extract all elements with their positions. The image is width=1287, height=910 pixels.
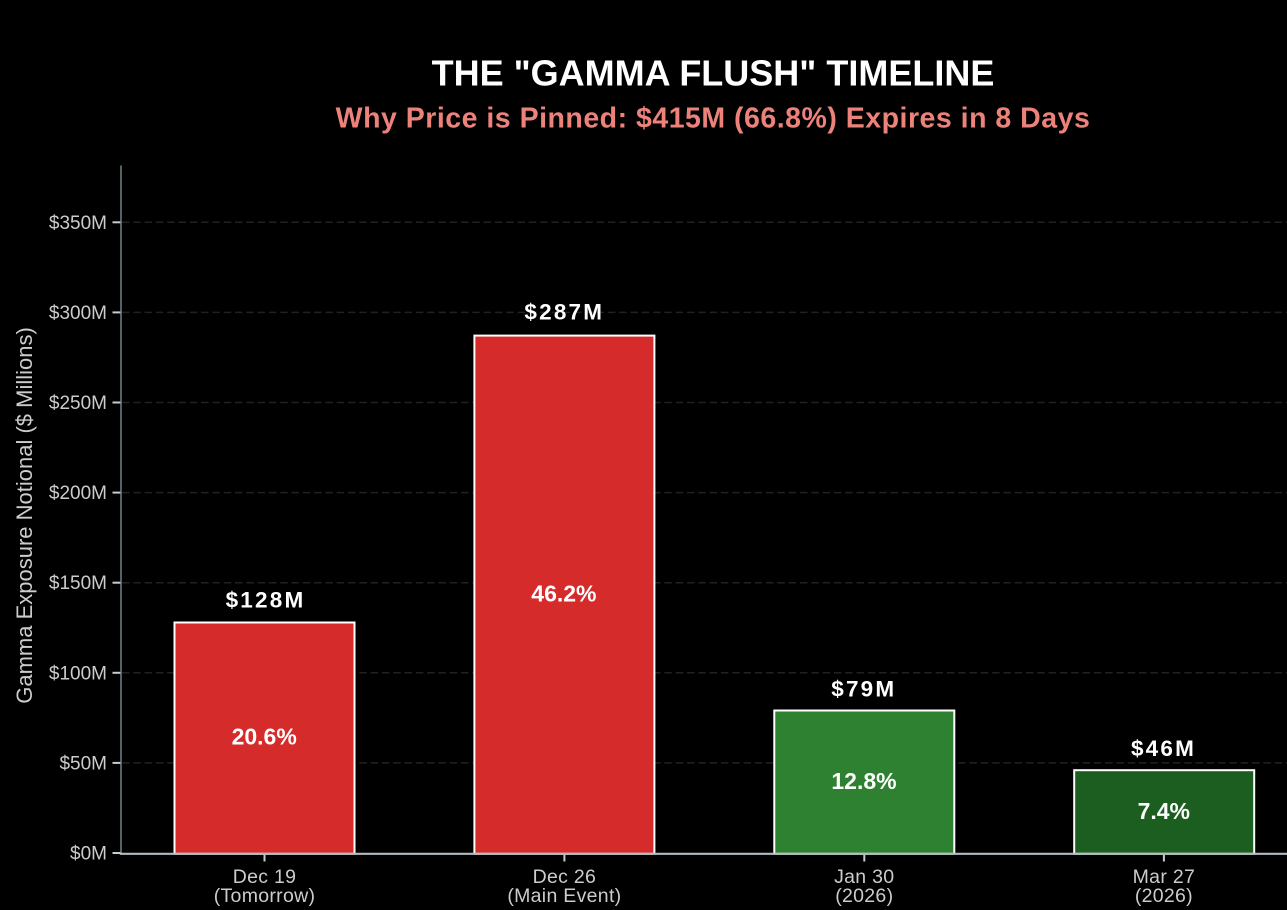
svg-text:Dec 26: Dec 26 xyxy=(533,866,597,888)
svg-text:$150M: $150M xyxy=(49,573,107,594)
svg-text:$50M: $50M xyxy=(59,753,107,774)
svg-text:THE "GAMMA FLUSH" TIMELINE: THE "GAMMA FLUSH" TIMELINE xyxy=(432,53,995,94)
svg-text:$250M: $250M xyxy=(49,393,107,414)
svg-text:Jan 30: Jan 30 xyxy=(834,866,894,888)
svg-text:(Tomorrow): (Tomorrow) xyxy=(214,885,316,907)
svg-text:$0M: $0M xyxy=(70,844,107,865)
svg-text:46.2%: 46.2% xyxy=(531,580,596,606)
svg-text:(2026): (2026) xyxy=(1135,885,1193,907)
svg-text:$200M: $200M xyxy=(49,483,107,504)
svg-text:$300M: $300M xyxy=(49,303,107,324)
svg-text:(2026): (2026) xyxy=(835,885,893,907)
svg-text:Why Price is Pinned: $415M (66: Why Price is Pinned: $415M (66.8%) Expir… xyxy=(336,103,1091,135)
svg-text:12.8%: 12.8% xyxy=(831,768,896,794)
svg-text:7.4%: 7.4% xyxy=(1138,798,1190,824)
svg-text:$287M: $287M xyxy=(524,300,604,325)
svg-text:$128M: $128M xyxy=(226,587,306,612)
svg-text:$79M: $79M xyxy=(831,677,896,702)
svg-text:$46M: $46M xyxy=(1131,736,1196,761)
svg-text:Gamma Exposure Notional ($ Mil: Gamma Exposure Notional ($ Millions) xyxy=(12,327,37,704)
svg-text:Mar 27: Mar 27 xyxy=(1133,866,1196,888)
svg-text:20.6%: 20.6% xyxy=(232,724,297,750)
svg-text:Dec 19: Dec 19 xyxy=(233,866,297,888)
svg-text:(Main Event): (Main Event) xyxy=(507,885,621,907)
svg-text:$100M: $100M xyxy=(49,663,107,684)
svg-text:$350M: $350M xyxy=(49,213,107,234)
